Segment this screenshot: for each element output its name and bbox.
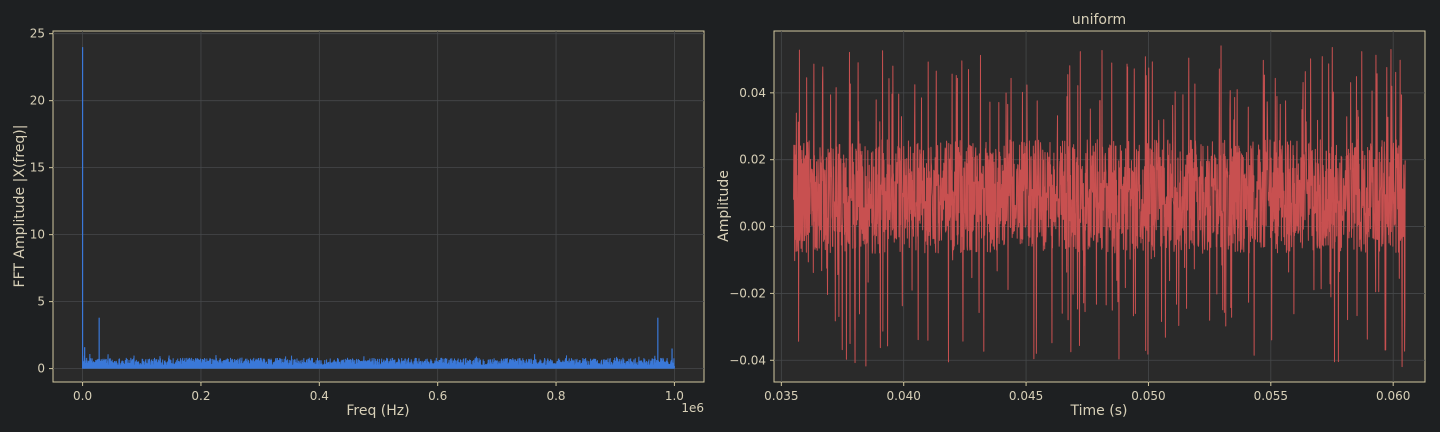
signal-chart-title: uniform — [1072, 12, 1126, 28]
signal-x-axis-label: Time (s) — [1070, 403, 1128, 419]
x-tick-label: 0.8 — [546, 389, 565, 403]
signal-series — [793, 45, 1406, 368]
y-tick-label: −0.02 — [729, 286, 766, 300]
x-tick-label: 0.6 — [428, 389, 447, 403]
x-tick-label: 0.050 — [1131, 389, 1165, 403]
y-tick-label: 10 — [30, 228, 45, 242]
y-tick-label: −0.04 — [729, 353, 766, 367]
signal-y-axis-label: Amplitude — [716, 170, 732, 242]
x-tick-label: 0.4 — [310, 389, 329, 403]
fft-floor-band — [82, 364, 675, 369]
x-tick-label: 0.035 — [764, 389, 798, 403]
y-tick-label: 0.04 — [739, 86, 766, 100]
x-tick-label: 0.045 — [1009, 389, 1043, 403]
x-tick-label: 0.040 — [887, 389, 921, 403]
y-tick-label: 5 — [37, 295, 45, 309]
fft-y-ticks: 0 5 10 15 20 25 — [30, 27, 53, 376]
fft-x-offset-label: 1e6 — [681, 401, 704, 415]
signal-x-ticks: 0.035 0.040 0.045 0.050 0.055 0.060 — [764, 382, 1410, 403]
y-tick-label: 25 — [30, 27, 45, 41]
y-tick-label: 0 — [37, 362, 45, 376]
signal-panel: 0.035 0.040 0.045 0.050 0.055 0.060 −0.04−0.0… — [716, 12, 1426, 419]
x-tick-label: 0.060 — [1376, 389, 1410, 403]
y-tick-label: 20 — [30, 94, 45, 108]
x-tick-label: 0.2 — [191, 389, 210, 403]
y-tick-label: 15 — [30, 161, 45, 175]
x-tick-label: 0.055 — [1254, 389, 1288, 403]
fft-y-axis-label: FFT Amplitude |X(freq)| — [12, 125, 28, 288]
x-tick-label: 0.0 — [73, 389, 92, 403]
x-tick-label: 1.0 — [665, 389, 684, 403]
y-tick-label: 0.02 — [739, 153, 766, 167]
fft-x-axis-label: Freq (Hz) — [346, 403, 409, 419]
fft-series — [81, 47, 675, 369]
signal-y-ticks: −0.04 −0.02 0.00 0.02 0.04 — [729, 86, 774, 367]
fft-plot-area — [52, 30, 705, 383]
y-tick-label: 0.00 — [739, 220, 766, 234]
fft-x-ticks: 0.0 0.2 0.4 0.6 0.8 1.0 — [73, 382, 684, 403]
signal-line — [793, 45, 1406, 368]
